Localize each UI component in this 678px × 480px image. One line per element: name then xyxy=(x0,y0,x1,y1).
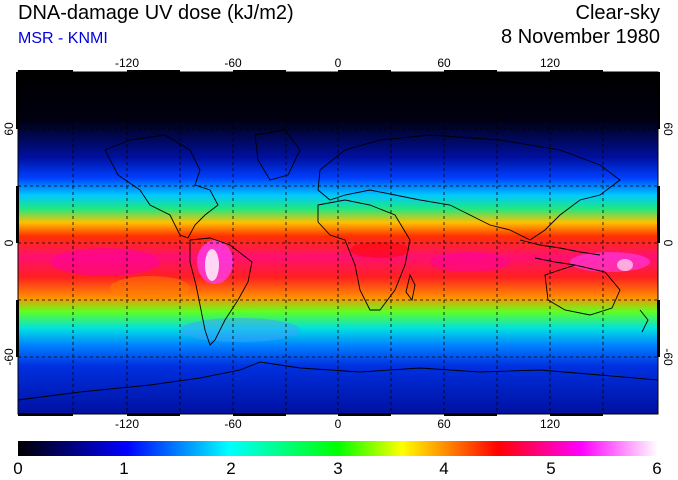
lon-tick-bottom: 60 xyxy=(437,417,451,431)
lon-tick-top: -60 xyxy=(224,56,242,70)
lon-tick-top: 0 xyxy=(335,56,342,70)
colorbar xyxy=(18,441,658,456)
lon-ticks-bottom: -120 -60 0 60 120 xyxy=(115,417,560,431)
lat-tick-left: 0 xyxy=(2,239,16,246)
colorbar-label: 3 xyxy=(333,459,342,478)
lat-ticks-left: 60 0 -60 xyxy=(2,122,16,366)
colorbar-label: 0 xyxy=(13,459,22,478)
lat-tick-right: -60 xyxy=(661,348,675,366)
colorbar-label: 2 xyxy=(226,459,235,478)
graticule xyxy=(18,72,658,414)
condition-label: Clear-sky xyxy=(575,2,660,24)
lon-tick-bottom: -60 xyxy=(224,417,242,431)
source-label: MSR - KNMI xyxy=(18,30,108,47)
coastlines xyxy=(18,129,658,401)
colorbar-label: 1 xyxy=(119,459,128,478)
lat-tick-right: 60 xyxy=(661,122,675,136)
lon-tick-bottom: 120 xyxy=(540,417,560,431)
lat-tick-left: 60 xyxy=(2,122,16,136)
lon-tick-top: -120 xyxy=(115,56,139,70)
lat-ticks-right: 60 0 -60 xyxy=(661,122,675,366)
colorbar-labels: 0 1 2 3 4 5 6 xyxy=(13,459,661,478)
frame-ticks xyxy=(16,70,660,416)
colorbar-label: 4 xyxy=(439,459,448,478)
lon-ticks-top: -120 -60 0 60 120 xyxy=(115,56,560,70)
colorbar-label: 6 xyxy=(652,459,661,478)
map-title: DNA-damage UV dose (kJ/m2) xyxy=(18,2,294,24)
lon-tick-bottom: -120 xyxy=(115,417,139,431)
lon-tick-top: 120 xyxy=(540,56,560,70)
lat-tick-right: 0 xyxy=(661,240,675,247)
date-label: 8 November 1980 xyxy=(501,26,660,48)
lon-tick-top: 60 xyxy=(437,56,451,70)
colorbar-label: 5 xyxy=(546,459,555,478)
lat-tick-left: -60 xyxy=(2,348,16,366)
lon-tick-bottom: 0 xyxy=(335,417,342,431)
